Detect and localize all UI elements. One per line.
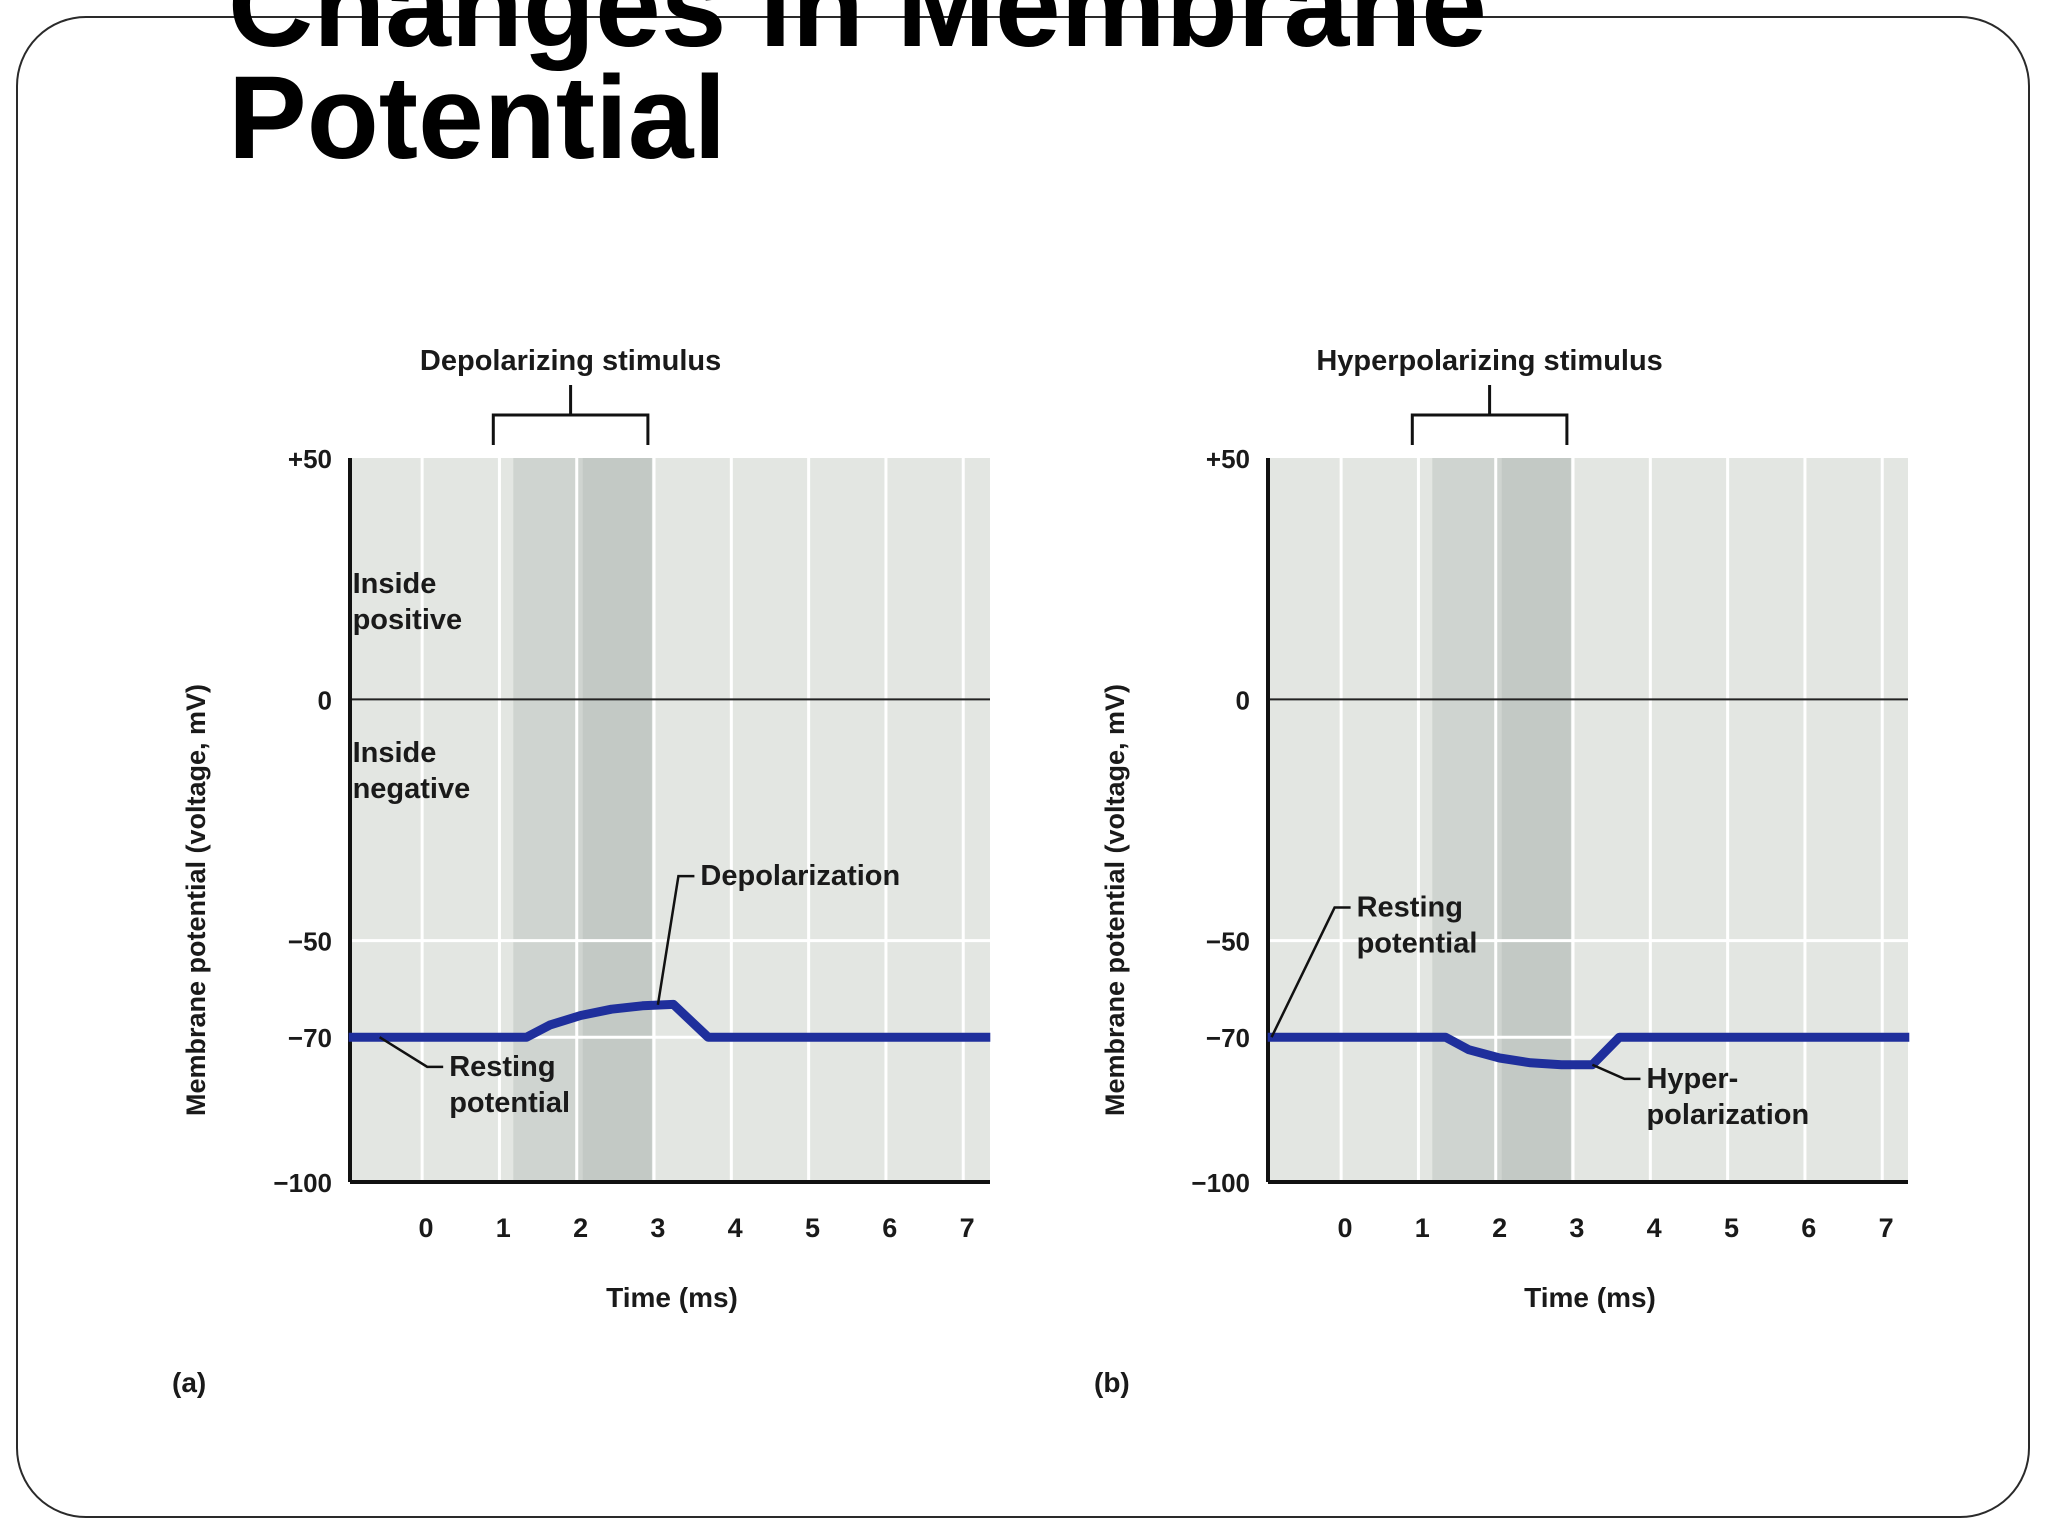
series-line: [348, 999, 991, 1042]
y-tick-label: −70: [288, 1023, 332, 1053]
x-tick-label: 4: [728, 1213, 743, 1243]
y-tick-label: −50: [1206, 927, 1250, 957]
y-tick-label: +50: [1206, 444, 1250, 474]
region-label: Inside: [353, 737, 437, 769]
chart-panel-a: +50 0 −50 −70 −100 0 1 2 3 4 5 6 7 Time (ms) Membrane …: [172, 345, 991, 1398]
y-tick-label: 0: [1236, 685, 1250, 715]
stimulus-shade-late: [1501, 458, 1571, 1182]
annotation-label: Resting: [1357, 892, 1463, 924]
x-tick-label: 3: [1569, 1213, 1584, 1243]
annotation-label: potential: [449, 1087, 570, 1119]
panel-label: (b): [1094, 1367, 1130, 1398]
x-axis-title: Time (ms): [606, 1282, 738, 1313]
plot-background: [350, 458, 990, 1182]
x-tick-label: 2: [1492, 1213, 1507, 1243]
y-tick-label: −70: [1206, 1023, 1250, 1053]
x-tick-label: 0: [1337, 1213, 1352, 1243]
slide-title-line2: Potential: [228, 52, 727, 184]
annotation-leader: [378, 1036, 444, 1069]
plot-background: [1268, 458, 1908, 1182]
panel-label: (a): [172, 1367, 206, 1398]
annotation-leader: [656, 874, 695, 1006]
y-axis-title: Membrane potential (voltage, mV): [1100, 684, 1130, 1116]
x-tick-label: 6: [1801, 1213, 1816, 1243]
region-label: Inside: [353, 568, 437, 600]
stimulus-bracket: [491, 385, 650, 445]
y-tick-label: 0: [318, 685, 332, 715]
annotation-label: Hyper-: [1646, 1063, 1738, 1095]
stimulus-bracket: [1410, 385, 1569, 445]
annotation-label: polarization: [1646, 1099, 1809, 1131]
series-line: [1267, 1032, 1910, 1070]
x-tick-label: 7: [960, 1213, 975, 1243]
stimulus-label: Depolarizing stimulus: [420, 345, 721, 377]
annotation-label: Resting: [449, 1051, 555, 1083]
stimulus-shade-early: [513, 458, 583, 1182]
x-axis-title: Time (ms): [1524, 1282, 1656, 1313]
chart-panel-b: +50 0 −50 −70 −100 0 1 2 3 4 5 6 7 Time (ms) Membrane …: [1094, 345, 1910, 1398]
slide-title: Changes in Membrane Potential: [228, 0, 1487, 177]
annotation-label: potential: [1357, 928, 1478, 960]
slide-title-line1: Changes in Membrane: [228, 0, 1487, 72]
annotation-leader: [1270, 906, 1351, 1038]
y-tick-label: −100: [1191, 1168, 1250, 1198]
slide-frame: [16, 16, 2030, 1518]
x-tick-label: 4: [1647, 1213, 1662, 1243]
stimulus-shade-early: [1432, 458, 1502, 1182]
x-tick-label: 3: [650, 1213, 665, 1243]
y-tick-label: +50: [288, 444, 332, 474]
region-label: positive: [353, 604, 463, 636]
annotation-leader: [1591, 1063, 1641, 1081]
x-tick-label: 1: [1415, 1213, 1430, 1243]
stimulus-shade-late: [582, 458, 652, 1182]
x-tick-label: 0: [418, 1213, 433, 1243]
x-tick-label: 5: [1724, 1213, 1739, 1243]
stimulus-label: Hyperpolarizing stimulus: [1316, 345, 1662, 377]
x-tick-label: 7: [1879, 1213, 1894, 1243]
y-tick-label: −50: [288, 927, 332, 957]
annotation-label: Depolarization: [700, 860, 900, 892]
x-tick-label: 1: [496, 1213, 511, 1243]
x-tick-label: 2: [573, 1213, 588, 1243]
region-label: negative: [353, 773, 471, 805]
x-tick-label: 6: [882, 1213, 897, 1243]
x-tick-label: 5: [805, 1213, 820, 1243]
y-tick-label: −100: [273, 1168, 332, 1198]
y-axis-title: Membrane potential (voltage, mV): [181, 684, 211, 1116]
